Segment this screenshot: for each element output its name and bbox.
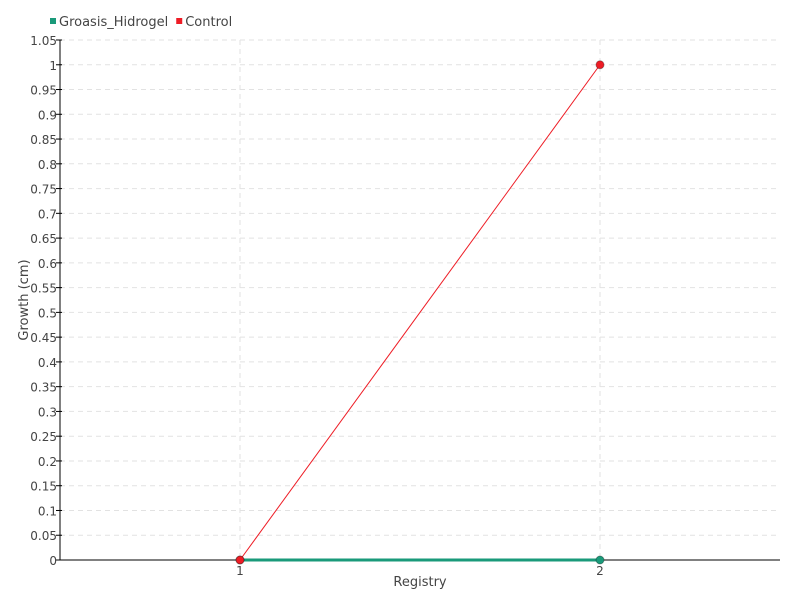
- y-axis-label: Growth (cm): [17, 259, 32, 340]
- y-tick-label: 0.2: [38, 455, 57, 469]
- y-tick-label: 0.5: [38, 306, 57, 320]
- y-tick-label: 0.65: [30, 232, 57, 246]
- y-tick-label: 0.75: [30, 183, 57, 197]
- legend-swatch: [176, 18, 183, 24]
- y-tick-label: 0: [49, 554, 57, 568]
- x-axis-label: Registry: [393, 575, 447, 590]
- y-tick-label: 0.8: [38, 158, 57, 172]
- legend-swatch: [50, 18, 56, 24]
- x-tick-label: 1: [236, 564, 244, 578]
- y-tick-label: 0.15: [30, 480, 57, 494]
- y-tick-label: 0.55: [30, 282, 57, 296]
- legend-label: Control: [185, 15, 232, 30]
- legend-label: Groasis_Hidrogel: [59, 15, 168, 30]
- x-tick-label: 2: [596, 564, 604, 578]
- y-tick-label: 0.95: [30, 84, 57, 98]
- y-tick-label: 1: [49, 59, 57, 73]
- legend[interactable]: Groasis_Hidrogel Control: [50, 15, 232, 30]
- y-tick-label: 0.3: [38, 405, 57, 419]
- y-tick-label: 0.45: [30, 331, 57, 345]
- y-tick-label: 0.25: [30, 430, 57, 444]
- data-point-control: [595, 60, 605, 70]
- data-point-control: [235, 555, 245, 565]
- y-tick-label: 0.05: [30, 529, 57, 543]
- y-tick-label: 0.6: [38, 257, 57, 271]
- series-layer: [235, 60, 605, 565]
- y-tick-label: 0.4: [38, 356, 57, 370]
- y-tick-label: 0.1: [38, 504, 57, 518]
- axes: 0 0.05 0.1 0.15 0.2 0.25 0.3 0.35 0.4 0.45 0.5 0.55…: [30, 34, 780, 578]
- series-line-control: [239, 64, 601, 561]
- y-tick-label: 0.9: [38, 108, 57, 122]
- y-tick-label: 1.05: [30, 34, 57, 48]
- y-tick-label: 0.85: [30, 133, 57, 147]
- data-point-groasis_hidrogel: [595, 555, 605, 565]
- y-tick-label: 0.35: [30, 381, 57, 395]
- y-tick-label: 0.7: [38, 207, 57, 221]
- grid: [60, 39, 780, 560]
